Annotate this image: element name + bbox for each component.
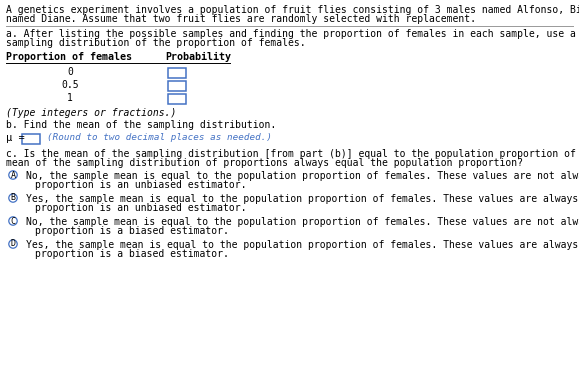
- Text: sampling distribution of the proportion of females.: sampling distribution of the proportion …: [6, 38, 306, 48]
- Text: mean of the sampling distribution of proportions always equal the population pro: mean of the sampling distribution of pro…: [6, 158, 523, 168]
- Bar: [22, 134, 40, 144]
- Text: 0.5: 0.5: [61, 80, 79, 90]
- Text: Yes, the sample mean is equal to the population proportion of females. These val: Yes, the sample mean is equal to the pop…: [26, 194, 579, 204]
- Text: A genetics experiment involves a population of fruit flies consisting of 3 males: A genetics experiment involves a populat…: [6, 5, 579, 15]
- Text: 1: 1: [67, 93, 73, 103]
- Text: named Diane. Assume that two fruit flies are randomly selected with replacement.: named Diane. Assume that two fruit flies…: [6, 14, 476, 24]
- Bar: [168, 94, 186, 104]
- Bar: [168, 68, 186, 78]
- Text: (Type integers or fractions.): (Type integers or fractions.): [6, 108, 177, 118]
- Text: (Round to two decimal places as needed.): (Round to two decimal places as needed.): [47, 133, 272, 142]
- Text: Proportion of females: Proportion of females: [6, 52, 132, 62]
- Text: Probability: Probability: [165, 52, 231, 62]
- Text: A: A: [10, 170, 16, 180]
- Text: 0: 0: [67, 67, 73, 77]
- Text: μ =: μ =: [6, 133, 25, 143]
- Text: b. Find the mean of the sampling distribution.: b. Find the mean of the sampling distrib…: [6, 120, 276, 130]
- Text: Yes, the sample mean is equal to the population proportion of females. These val: Yes, the sample mean is equal to the pop…: [26, 240, 579, 250]
- Text: C: C: [10, 217, 16, 225]
- Text: No, the sample mean is equal to the population proportion of females. These valu: No, the sample mean is equal to the popu…: [26, 217, 579, 227]
- Text: proportion is an unbiased estimator.: proportion is an unbiased estimator.: [35, 180, 247, 190]
- Text: B: B: [10, 193, 16, 202]
- Text: proportion is a biased estimator.: proportion is a biased estimator.: [35, 226, 229, 236]
- Text: c. Is the mean of the sampling distribution [from part (b)] equal to the populat: c. Is the mean of the sampling distribut…: [6, 149, 579, 159]
- Text: proportion is a biased estimator.: proportion is a biased estimator.: [35, 249, 229, 259]
- Text: D: D: [10, 240, 16, 248]
- Bar: [168, 81, 186, 91]
- Text: a. After listing the possible samples and finding the proportion of females in e: a. After listing the possible samples an…: [6, 29, 579, 39]
- Text: No, the sample mean is equal to the population proportion of females. These valu: No, the sample mean is equal to the popu…: [26, 171, 579, 181]
- Text: proportion is an unbiased estimator.: proportion is an unbiased estimator.: [35, 203, 247, 213]
